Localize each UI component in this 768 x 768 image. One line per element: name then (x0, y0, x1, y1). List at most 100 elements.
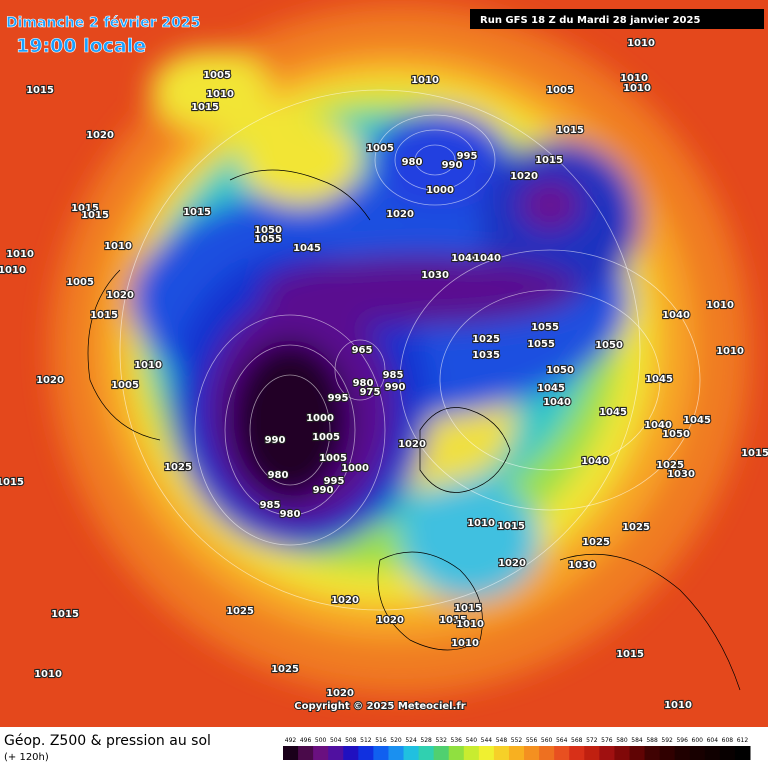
pressure-label: 1040 (662, 310, 690, 321)
colorbar-tick-label: 576 (601, 737, 613, 744)
colorbar-tick-label: 564 (556, 737, 568, 744)
colorbar-swatch (704, 746, 721, 760)
colorbar-swatch (599, 746, 615, 760)
colorbar-tick-label: 560 (541, 737, 553, 744)
colorbar-tick-label: 544 (481, 737, 493, 744)
colorbar-tick-label: 492 (285, 737, 297, 744)
pressure-label: 1055 (527, 339, 555, 350)
pressure-label: 1025 (472, 334, 500, 345)
pressure-label: 1015 (90, 310, 118, 321)
pressure-label: 1020 (106, 290, 134, 301)
footer-lead: (+ 120h) (4, 752, 49, 763)
colorbar-swatch (388, 746, 405, 760)
pressure-label: 1010 (706, 300, 734, 311)
pressure-label: 1020 (326, 688, 354, 699)
pressure-label: 1055 (531, 322, 559, 333)
pressure-label: 1050 (595, 340, 623, 351)
colorbar-swatch (554, 746, 570, 760)
pressure-label: 1005 (66, 277, 94, 288)
colorbar-swatch (719, 746, 736, 760)
run-info: Run GFS 18 Z du Mardi 28 janvier 2025 (480, 15, 700, 26)
pressure-label: 1045 (599, 407, 627, 418)
pressure-label: 985 (383, 370, 404, 381)
pressure-label: 1015 (535, 155, 563, 166)
colorbar-swatch (629, 746, 646, 760)
pressure-label: 1020 (331, 595, 359, 606)
pressure-label: 1045 (293, 243, 321, 254)
run-box (470, 9, 764, 29)
pressure-label: 1015 (497, 521, 525, 532)
pressure-label: 995 (324, 476, 345, 487)
colorbar-swatch (508, 746, 525, 760)
pressure-label: 975 (360, 387, 381, 398)
colorbar: 492 496 500 504 508 512 516 520 524 528 532 536 540 5… (283, 737, 751, 760)
pressure-label: 1010 (34, 669, 62, 680)
colorbar-swatch (539, 746, 555, 760)
pressure-label: 1010 (627, 38, 655, 49)
pressure-label: 1030 (568, 560, 596, 571)
pressure-label: 1010 (411, 75, 439, 86)
colorbar-tick-label: 532 (435, 737, 447, 744)
colorbar-tick-label: 516 (375, 737, 387, 744)
pressure-label: 1020 (510, 171, 538, 182)
pressure-label: 1030 (421, 270, 449, 281)
colorbar-swatch (298, 746, 314, 760)
pressure-label: 1005 (546, 85, 574, 96)
colorbar-swatch (283, 746, 299, 760)
pressure-label: 1040 (644, 420, 672, 431)
pressure-label: 1015 (71, 203, 99, 214)
colorbar-tick-label: 528 (420, 737, 432, 744)
pressure-label: 1000 (426, 185, 454, 196)
colorbar-swatch (448, 746, 465, 760)
pressure-label: 1005 (366, 143, 394, 154)
pressure-label: 980 (402, 157, 423, 168)
pressure-label: 1040 (543, 397, 571, 408)
colorbar-swatch (584, 746, 600, 760)
pressure-label: 1015 (26, 85, 54, 96)
pressure-label: 1025 (622, 522, 650, 533)
field: 1015 1020 1005 1010 1015 1015 1015 1010 1010 1010… (0, 0, 768, 727)
colorbar-swatch (328, 746, 344, 760)
pressure-label: 990 (385, 382, 406, 393)
pressure-label: 1010 (664, 700, 692, 711)
colorbar-swatch (373, 746, 389, 760)
colorbar-swatch (524, 746, 540, 760)
pressure-label: 1025 (226, 606, 254, 617)
colorbar-tick-label: 536 (451, 737, 463, 744)
pressure-label: 985 (260, 500, 281, 511)
pressure-label: 1005 (203, 70, 231, 81)
pressure-label: 1045 (683, 415, 711, 426)
pressure-label: 1010 (0, 265, 26, 276)
pressure-label: 990 (313, 485, 334, 496)
pressure-label: 1000 (306, 413, 334, 424)
colorbar-tick-label: 524 (405, 737, 417, 744)
pressure-label: 1010 (134, 360, 162, 371)
date: Dimanche 2 février 2025 (6, 15, 200, 31)
colorbar-tick-label: 612 (737, 737, 749, 744)
pressure-label: 1040 (581, 456, 609, 467)
colorbar-swatch (644, 746, 661, 760)
colorbar-swatch (493, 746, 510, 760)
colorbar-tick-label: 552 (511, 737, 523, 744)
pressure-label: 995 (328, 393, 349, 404)
pressure-label: 1020 (498, 558, 526, 569)
pressure-label: 1010 (620, 73, 648, 84)
colorbar-swatch (569, 746, 585, 760)
pressure-label: 1010 (451, 638, 479, 649)
colorbar-tick-label: 556 (526, 737, 538, 744)
pressure-labels: 1015 1020 1005 1010 1015 1015 1015 1010 1010 1010… (0, 37, 768, 712)
pressure-label: 1010 (206, 89, 234, 100)
pressure-label: 1020 (386, 209, 414, 220)
colorbar-swatch (674, 746, 691, 760)
colorbar-swatch (403, 746, 420, 760)
pressure-label: 1010 (456, 619, 484, 630)
pressure-label: 1050 (254, 225, 282, 236)
pressure-label: 1015 (0, 477, 24, 488)
colorbar-tick-label: 600 (692, 737, 704, 744)
colorbar-swatch (358, 746, 374, 760)
colorbar-tick-label: 520 (390, 737, 402, 744)
pressure-label: 1015 (741, 448, 768, 459)
pressure-label: 1045 (645, 374, 673, 385)
pressure-label: 1040 (473, 253, 501, 264)
pressure-label: 1015 (191, 102, 219, 113)
